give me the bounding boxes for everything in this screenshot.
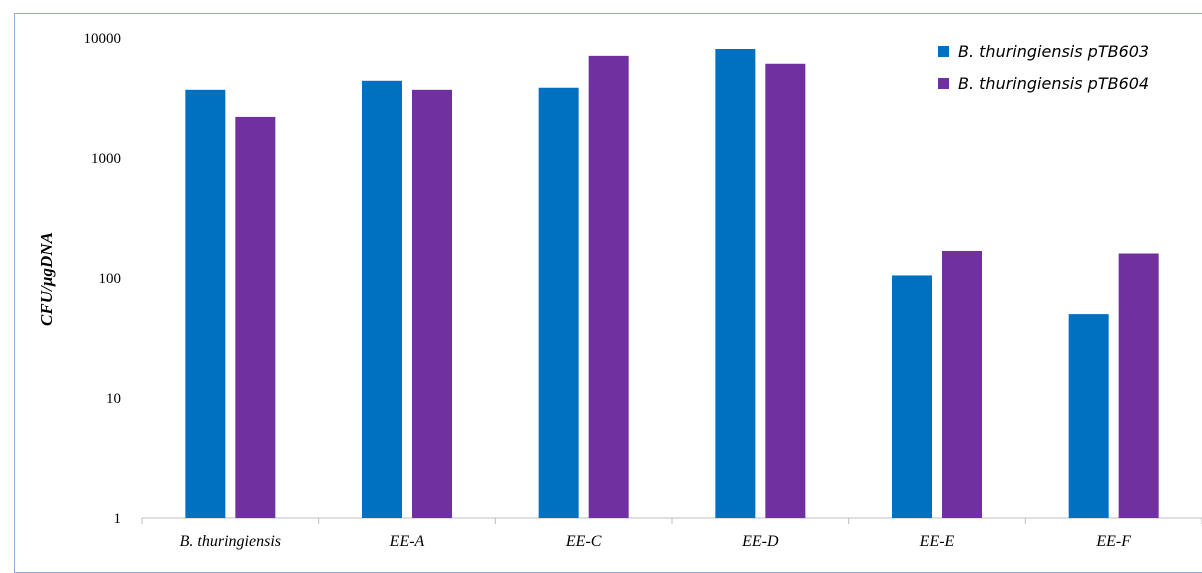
y-tick-label: 100 — [99, 271, 122, 287]
category-label: EE-D — [741, 533, 779, 550]
bar-ptb604 — [235, 116, 276, 519]
bar-ptb604 — [765, 63, 806, 519]
bar-ptb603 — [185, 89, 226, 518]
category-label: EE-A — [389, 533, 425, 550]
y-tick-label: 10 — [106, 391, 121, 407]
y-tick-label: 10000 — [84, 31, 122, 47]
legend-swatch — [938, 78, 949, 89]
bar-ptb604 — [412, 89, 452, 518]
axes — [141, 517, 1202, 524]
category-labels: B. thuringiensis EE-A EE-C EE-D EE-E EE-F — [180, 533, 1132, 550]
bar-ptb603 — [538, 87, 579, 518]
legend-label: B. thuringiensis pTB604 — [958, 74, 1149, 93]
y-tick-label: 1000 — [91, 151, 121, 167]
bar-ptb603 — [715, 48, 756, 518]
bar-ptb604 — [588, 55, 629, 518]
bar-ptb604 — [942, 250, 982, 518]
legend-swatch — [938, 46, 949, 57]
category-label: B. thuringiensis — [180, 533, 281, 550]
legend-label: B. thuringiensis pTB603 — [958, 42, 1149, 61]
bar-ptb604 — [1118, 253, 1159, 518]
bar-ptb603 — [892, 275, 932, 518]
bars — [185, 48, 1159, 519]
legend: B. thuringiensis pTB603 B. thuringiensis … — [938, 42, 1149, 93]
y-tick-labels: 1 10 100 1000 10000 — [84, 31, 122, 527]
bar-ptb603 — [362, 80, 402, 518]
bar-ptb603 — [1068, 314, 1109, 518]
category-label: EE-E — [919, 533, 955, 550]
category-label: EE-C — [565, 533, 602, 550]
bar-chart: B. thuringiensis EE-A EE-C EE-D EE-E EE-F 1 10… — [37, 31, 1202, 550]
y-tick-label: 1 — [114, 511, 122, 527]
category-label: EE-F — [1095, 533, 1131, 550]
y-axis-label: CFU/µgDNA — [37, 232, 56, 326]
